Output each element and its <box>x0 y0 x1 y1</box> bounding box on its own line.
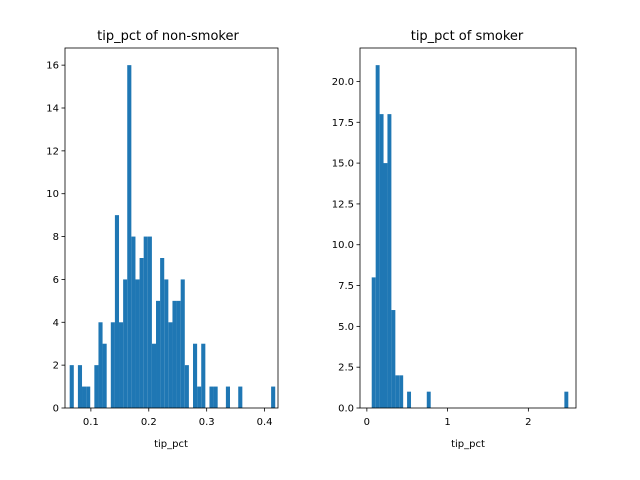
histogram-bar <box>209 386 214 408</box>
histogram-bar <box>193 343 198 408</box>
histogram-bar <box>379 114 384 409</box>
histogram-bar <box>201 343 206 408</box>
histogram-bar <box>383 163 388 408</box>
histogram-bar <box>110 322 115 408</box>
histogram-bar <box>168 322 173 408</box>
histogram-bar <box>127 65 132 408</box>
y-tick-label: 10.0 <box>332 240 354 251</box>
x-axis-label: tip_pct <box>451 439 485 450</box>
histogram-bar <box>197 386 202 408</box>
y-tick-label: 2.5 <box>338 363 354 374</box>
histogram-bar <box>407 391 412 408</box>
x-tick-label: 0.4 <box>257 417 273 428</box>
x-tick-label: 0.2 <box>141 417 157 428</box>
y-tick-label: 14 <box>46 104 59 115</box>
histogram-bar <box>213 386 218 408</box>
plot-frame <box>64 47 279 409</box>
y-tick-label: 0.0 <box>338 404 354 415</box>
histogram-bar <box>176 300 181 408</box>
y-tick-label: 2 <box>53 361 59 372</box>
histogram-bar <box>77 365 83 408</box>
y-tick-label: 7.5 <box>338 281 354 292</box>
histogram-bar <box>387 114 392 409</box>
y-tick-label: 12 <box>46 146 59 157</box>
histogram-bar <box>184 365 189 408</box>
histogram-bar <box>564 391 569 408</box>
histogram-bar <box>135 279 140 408</box>
y-tick-label: 0 <box>53 404 59 415</box>
histogram-bar <box>160 258 165 408</box>
x-tick-label: 1 <box>444 417 450 428</box>
plot-frame <box>359 47 577 409</box>
y-tick-label: 16 <box>46 61 59 72</box>
x-tick-label: 0 <box>364 417 370 428</box>
x-tick-label: 0.3 <box>199 417 215 428</box>
y-tick-label: 5.0 <box>338 322 354 333</box>
histogram-bar <box>102 343 107 408</box>
histogram-bar <box>271 386 276 408</box>
histogram-bar <box>172 300 177 408</box>
y-tick-label: 8 <box>53 232 59 243</box>
histogram-bar <box>151 343 157 408</box>
histogram-bar <box>123 279 128 408</box>
histogram-bar <box>69 365 74 408</box>
y-tick-label: 12.5 <box>332 199 354 210</box>
histogram-bar <box>375 65 380 408</box>
chart-title: tip_pct of non-smoker <box>97 29 239 44</box>
bars <box>69 65 276 408</box>
histogram-bar <box>82 386 87 408</box>
histogram-bar <box>131 236 136 408</box>
histogram-bar <box>180 279 185 408</box>
chart-title: tip_pct of smoker <box>411 29 524 44</box>
x-ticks: 0 1 2 <box>364 408 532 428</box>
histogram-bar <box>426 391 431 408</box>
bars <box>371 65 569 409</box>
x-ticks: 0.1 0.2 0.3 0.4 <box>83 408 273 428</box>
y-tick-label: 17.5 <box>332 118 354 129</box>
histogram-bar <box>86 386 91 408</box>
histogram-bar <box>399 375 404 408</box>
histogram-bar <box>164 279 169 408</box>
histogram-bar <box>147 236 152 408</box>
y-ticks: 0.0 2.5 5.0 7.5 10.0 12.5 15.0 17.5 20.0 <box>332 77 360 415</box>
y-tick-label: 10 <box>46 189 59 200</box>
chart-smoker: tip_pct of smoker 0.0 2.5 5.0 7.5 10.0 12.5 15… <box>332 29 577 450</box>
y-tick-label: 6 <box>53 275 59 286</box>
histogram-bar <box>94 365 99 408</box>
y-ticks: 0 2 4 6 8 10 12 14 16 <box>46 61 65 415</box>
y-tick-label: 4 <box>53 318 59 329</box>
y-tick-label: 20.0 <box>332 77 354 88</box>
histogram-bar <box>238 386 243 408</box>
y-tick-label: 15.0 <box>332 159 354 170</box>
histogram-bar <box>225 386 230 408</box>
histogram-bar <box>119 322 124 408</box>
histogram-bar <box>156 300 161 408</box>
histogram-bar <box>98 322 103 408</box>
x-axis-label: tip_pct <box>154 439 188 450</box>
histogram-bar <box>143 236 148 408</box>
histogram-bar <box>395 375 400 408</box>
histogram-bar <box>114 215 120 408</box>
histogram-bar <box>371 277 376 408</box>
x-tick-label: 2 <box>525 417 531 428</box>
histogram-bar <box>391 310 396 408</box>
histogram-bar <box>139 258 144 408</box>
x-tick-label: 0.1 <box>83 417 99 428</box>
